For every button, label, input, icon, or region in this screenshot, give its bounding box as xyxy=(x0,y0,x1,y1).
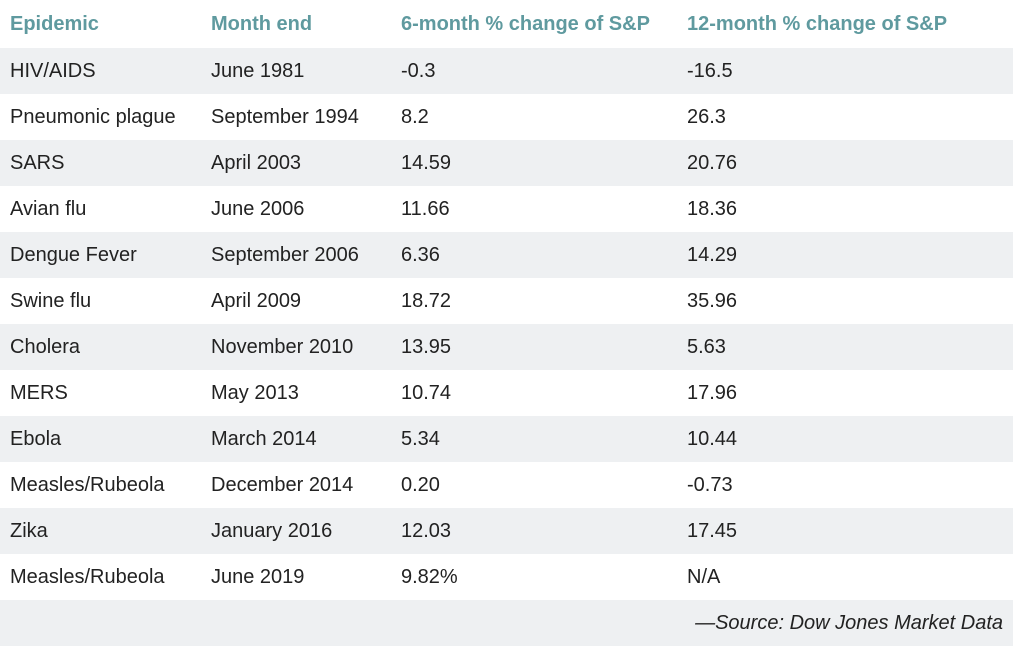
cell-epidemic: Pneumonic plague xyxy=(0,94,207,140)
cell-6-month-change: -0.3 xyxy=(397,48,678,94)
cell-12-month-change: -16.5 xyxy=(678,48,1013,94)
cell-epidemic: Measles/Rubeola xyxy=(0,554,207,600)
cell-12-month-change: 20.76 xyxy=(678,140,1013,186)
epidemic-sp-table: Epidemic Month end 6-month % change of S… xyxy=(0,0,1013,646)
column-header-epidemic: Epidemic xyxy=(0,0,207,48)
cell-6-month-change: 10.74 xyxy=(397,370,678,416)
table-row: Cholera November 2010 13.95 5.63 xyxy=(0,324,1013,370)
table-row: SARS April 2003 14.59 20.76 xyxy=(0,140,1013,186)
cell-month-end: September 2006 xyxy=(207,232,397,278)
table-row: HIV/AIDS June 1981 -0.3 -16.5 xyxy=(0,48,1013,94)
table-row: Ebola March 2014 5.34 10.44 xyxy=(0,416,1013,462)
table-row: Avian flu June 2006 11.66 18.36 xyxy=(0,186,1013,232)
cell-epidemic: Cholera xyxy=(0,324,207,370)
cell-12-month-change: 17.96 xyxy=(678,370,1013,416)
table-row: Zika January 2016 12.03 17.45 xyxy=(0,508,1013,554)
cell-6-month-change: 14.59 xyxy=(397,140,678,186)
table-row: Dengue Fever September 2006 6.36 14.29 xyxy=(0,232,1013,278)
cell-6-month-change: 9.82% xyxy=(397,554,678,600)
cell-12-month-change: 26.3 xyxy=(678,94,1013,140)
cell-12-month-change: -0.73 xyxy=(678,462,1013,508)
cell-6-month-change: 5.34 xyxy=(397,416,678,462)
header-row: Epidemic Month end 6-month % change of S… xyxy=(0,0,1013,48)
cell-12-month-change: 35.96 xyxy=(678,278,1013,324)
cell-12-month-change: N/A xyxy=(678,554,1013,600)
cell-6-month-change: 8.2 xyxy=(397,94,678,140)
cell-month-end: June 2019 xyxy=(207,554,397,600)
cell-epidemic: Measles/Rubeola xyxy=(0,462,207,508)
cell-12-month-change: 5.63 xyxy=(678,324,1013,370)
cell-6-month-change: 11.66 xyxy=(397,186,678,232)
table-row: Measles/Rubeola December 2014 0.20 -0.73 xyxy=(0,462,1013,508)
cell-epidemic: SARS xyxy=(0,140,207,186)
cell-month-end: November 2010 xyxy=(207,324,397,370)
cell-epidemic: MERS xyxy=(0,370,207,416)
table-row: Pneumonic plague September 1994 8.2 26.3 xyxy=(0,94,1013,140)
column-header-month-end: Month end xyxy=(207,0,397,48)
cell-12-month-change: 10.44 xyxy=(678,416,1013,462)
source-note: —Source: Dow Jones Market Data xyxy=(0,600,1013,646)
cell-6-month-change: 18.72 xyxy=(397,278,678,324)
cell-6-month-change: 12.03 xyxy=(397,508,678,554)
column-header-12-month-change: 12-month % change of S&P xyxy=(678,0,1013,48)
cell-12-month-change: 17.45 xyxy=(678,508,1013,554)
cell-month-end: December 2014 xyxy=(207,462,397,508)
cell-month-end: January 2016 xyxy=(207,508,397,554)
cell-epidemic: Ebola xyxy=(0,416,207,462)
source-row: —Source: Dow Jones Market Data xyxy=(0,600,1013,646)
cell-month-end: April 2009 xyxy=(207,278,397,324)
cell-12-month-change: 18.36 xyxy=(678,186,1013,232)
cell-6-month-change: 6.36 xyxy=(397,232,678,278)
cell-epidemic: Avian flu xyxy=(0,186,207,232)
cell-month-end: June 1981 xyxy=(207,48,397,94)
cell-epidemic: Dengue Fever xyxy=(0,232,207,278)
column-header-6-month-change: 6-month % change of S&P xyxy=(397,0,678,48)
data-table-container: Epidemic Month end 6-month % change of S… xyxy=(0,0,1013,646)
cell-epidemic: Zika xyxy=(0,508,207,554)
cell-epidemic: Swine flu xyxy=(0,278,207,324)
cell-month-end: June 2006 xyxy=(207,186,397,232)
table-row: Swine flu April 2009 18.72 35.96 xyxy=(0,278,1013,324)
cell-epidemic: HIV/AIDS xyxy=(0,48,207,94)
cell-month-end: May 2013 xyxy=(207,370,397,416)
cell-month-end: September 1994 xyxy=(207,94,397,140)
cell-6-month-change: 0.20 xyxy=(397,462,678,508)
table-row: Measles/Rubeola June 2019 9.82% N/A xyxy=(0,554,1013,600)
cell-month-end: April 2003 xyxy=(207,140,397,186)
cell-6-month-change: 13.95 xyxy=(397,324,678,370)
cell-12-month-change: 14.29 xyxy=(678,232,1013,278)
table-row: MERS May 2013 10.74 17.96 xyxy=(0,370,1013,416)
table-body: HIV/AIDS June 1981 -0.3 -16.5 Pneumonic plag… xyxy=(0,48,1013,600)
cell-month-end: March 2014 xyxy=(207,416,397,462)
